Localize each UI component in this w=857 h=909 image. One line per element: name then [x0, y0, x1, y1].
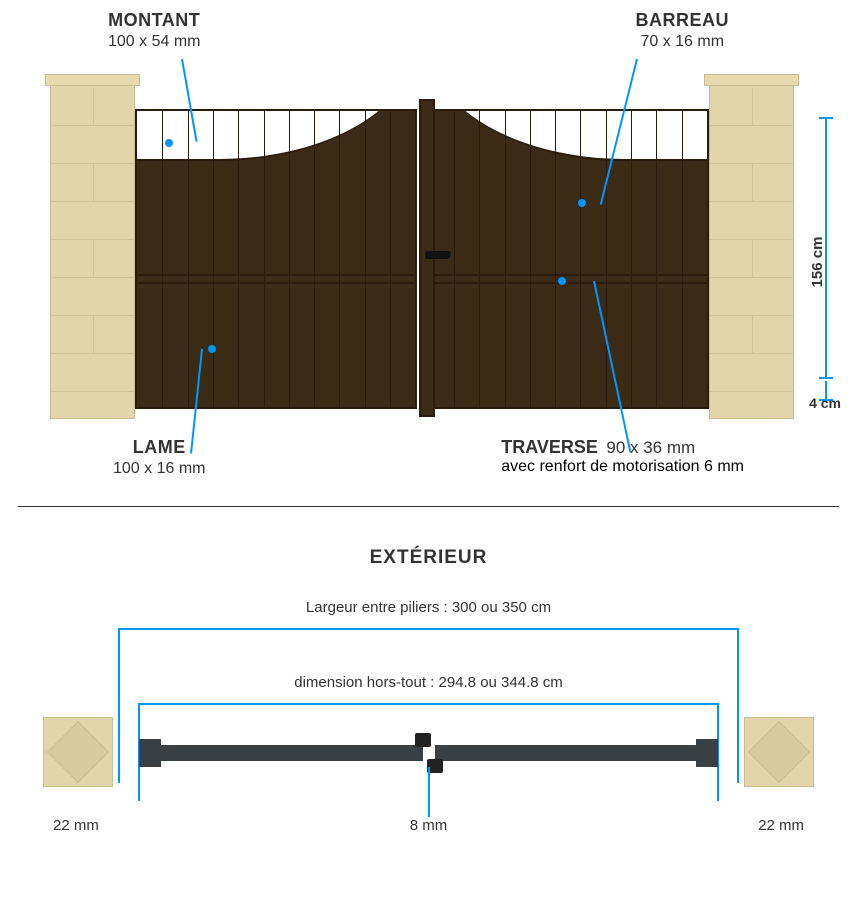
lame-dims: 100 x 16 mm — [113, 460, 205, 478]
dim-height: 156 cm 4 cm — [797, 117, 839, 407]
barreau-title: BARREAU — [636, 10, 730, 31]
outer-width-label: Largeur entre piliers : 300 ou 350 cm — [43, 599, 814, 616]
plan-pillar-right — [744, 717, 814, 787]
gap-center: 8 mm — [410, 817, 448, 834]
label-barreau: BARREAU 70 x 16 mm — [636, 10, 730, 51]
height-value: 156 cm — [809, 237, 826, 288]
callout-traverse-dot — [558, 277, 566, 285]
label-traverse: TRAVERSE 90 x 36 mm avec renfort de moto… — [501, 437, 744, 478]
rail-right — [435, 745, 697, 761]
traverse-dims: 90 x 36 mm — [606, 438, 695, 457]
separator — [18, 506, 839, 507]
traverse-title: TRAVERSE — [501, 437, 598, 457]
montant-title: MONTANT — [108, 10, 200, 31]
callout-barreau-dot — [578, 199, 586, 207]
pillar-right — [709, 79, 794, 419]
gate-leaf-right — [427, 109, 709, 409]
pillar-left — [50, 79, 135, 419]
rail-left — [161, 745, 423, 761]
top-labels: MONTANT 100 x 54 mm BARREAU 70 x 16 mm — [18, 10, 839, 51]
montant-dims: 100 x 54 mm — [108, 33, 200, 51]
front-elevation: 156 cm 4 cm — [18, 59, 839, 429]
callout-montant-dot — [165, 139, 173, 147]
outer-dim-bar — [43, 624, 814, 654]
plan-pillar-left — [43, 717, 113, 787]
hinge-left — [139, 739, 161, 767]
inner-dim-bar — [43, 699, 814, 729]
ground-gap-value: 4 cm — [809, 395, 841, 411]
hinge-right — [696, 739, 718, 767]
plan-title: EXTÉRIEUR — [18, 547, 839, 569]
traverse-sub: avec renfort de motorisation 6 mm — [501, 458, 744, 476]
callout-lame-dot — [208, 345, 216, 353]
plan-gap-dims: 22 mm 8 mm 22 mm — [43, 817, 814, 834]
label-montant: MONTANT 100 x 54 mm — [108, 10, 200, 51]
bottom-labels: LAME 100 x 16 mm TRAVERSE 90 x 36 mm ave… — [18, 429, 839, 478]
gap-right: 22 mm — [758, 817, 804, 834]
plan-rail-row — [43, 739, 814, 769]
gap-left: 22 mm — [53, 817, 99, 834]
inner-width-label: dimension hors-tout : 294.8 ou 344.8 cm — [43, 674, 814, 691]
plan-view: Largeur entre piliers : 300 ou 350 cm di… — [18, 599, 839, 879]
gate — [135, 109, 709, 409]
gate-handle — [425, 251, 451, 259]
gate-leaf-left — [135, 109, 417, 409]
barreau-dims: 70 x 16 mm — [636, 33, 730, 51]
